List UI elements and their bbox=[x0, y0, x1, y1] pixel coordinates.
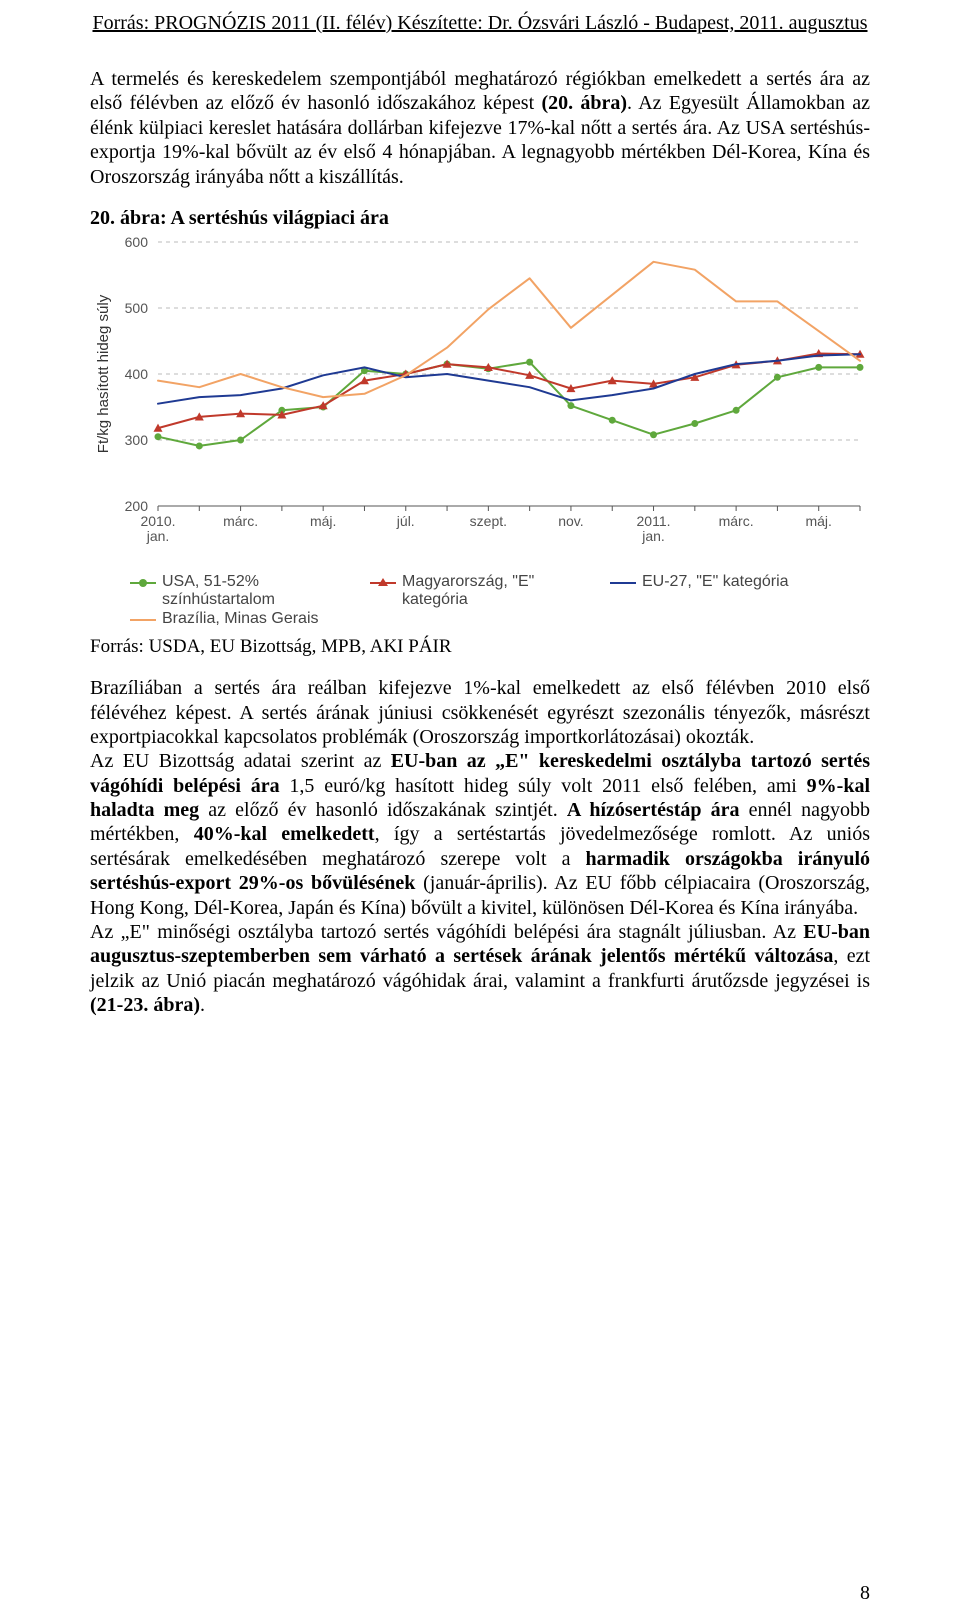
legend-marker-icon bbox=[130, 576, 156, 590]
svg-text:nov.: nov. bbox=[558, 513, 583, 529]
p2-s2f: A hízósertéstáp ára bbox=[567, 799, 740, 821]
p2-s2c: 1,5 euró/kg hasított hideg súly volt 201… bbox=[280, 775, 807, 797]
svg-text:jan.: jan. bbox=[146, 528, 170, 544]
p2-s3e: . bbox=[200, 994, 205, 1016]
svg-text:600: 600 bbox=[125, 234, 149, 250]
para1-figure-ref: (20. ábra) bbox=[541, 92, 627, 114]
legend-label: EU-27, "E" kategória bbox=[642, 573, 789, 591]
p2-s3d: (21-23. ábra) bbox=[90, 994, 200, 1016]
legend-item: Magyarország, "E" kategória bbox=[370, 573, 582, 610]
chart-source: Forrás: USDA, EU Bizottság, MPB, AKI PÁI… bbox=[90, 636, 870, 658]
p2-s1: Brazíliában a sertés ára reálban kifejez… bbox=[90, 677, 870, 748]
chart-title: 20. ábra: A sertéshús világpiaci ára bbox=[90, 207, 870, 230]
chart-svg: 2003004005006002010.jan.márc.máj.júl.sze… bbox=[90, 232, 870, 562]
legend-marker-icon bbox=[370, 576, 396, 590]
p2-s2e: az előző év hasonló időszakának szintjét… bbox=[199, 799, 567, 821]
body-paragraph-2: Brazíliában a sertés ára reálban kifejez… bbox=[90, 676, 870, 1017]
svg-text:máj.: máj. bbox=[805, 513, 831, 529]
legend-marker-icon bbox=[610, 576, 636, 590]
svg-text:máj.: máj. bbox=[310, 513, 336, 529]
price-chart: 2003004005006002010.jan.márc.máj.júl.sze… bbox=[90, 232, 870, 634]
svg-text:jan.: jan. bbox=[641, 528, 665, 544]
intro-paragraph: A termelés és kereskedelem szempontjából… bbox=[90, 67, 870, 189]
svg-text:márc.: márc. bbox=[223, 513, 258, 529]
legend-label: Brazília, Minas Gerais bbox=[162, 610, 319, 628]
svg-text:200: 200 bbox=[125, 498, 149, 514]
legend-marker-icon bbox=[130, 613, 156, 627]
header-source: Forrás: PROGNÓZIS 2011 (II. félév) Készí… bbox=[90, 12, 870, 35]
legend-item: USA, 51-52% színhústartalom bbox=[130, 573, 342, 610]
page-number: 8 bbox=[860, 1582, 870, 1605]
svg-text:2011.: 2011. bbox=[637, 513, 671, 529]
chart-legend: USA, 51-52% színhústartalom Magyarország,… bbox=[90, 567, 870, 634]
svg-text:júl.: júl. bbox=[396, 513, 415, 529]
svg-text:szept.: szept. bbox=[470, 513, 507, 529]
legend-label: USA, 51-52% színhústartalom bbox=[162, 573, 342, 610]
svg-text:Ft/kg hasított hideg súly: Ft/kg hasított hideg súly bbox=[95, 294, 112, 453]
svg-text:400: 400 bbox=[125, 366, 149, 382]
legend-label: Magyarország, "E" kategória bbox=[402, 573, 582, 610]
svg-text:300: 300 bbox=[125, 432, 149, 448]
svg-text:márc.: márc. bbox=[719, 513, 754, 529]
svg-text:500: 500 bbox=[125, 300, 149, 316]
legend-item: EU-27, "E" kategória bbox=[610, 573, 789, 610]
p2-s3a: Az „E" minőségi osztályba tartozó sertés… bbox=[90, 921, 803, 943]
p2-s2h: 40%-kal emelkedett bbox=[194, 823, 375, 845]
p2-s2a: Az EU Bizottság adatai szerint az bbox=[90, 750, 391, 772]
legend-item: Brazília, Minas Gerais bbox=[130, 610, 319, 628]
svg-text:2010.: 2010. bbox=[140, 513, 175, 529]
